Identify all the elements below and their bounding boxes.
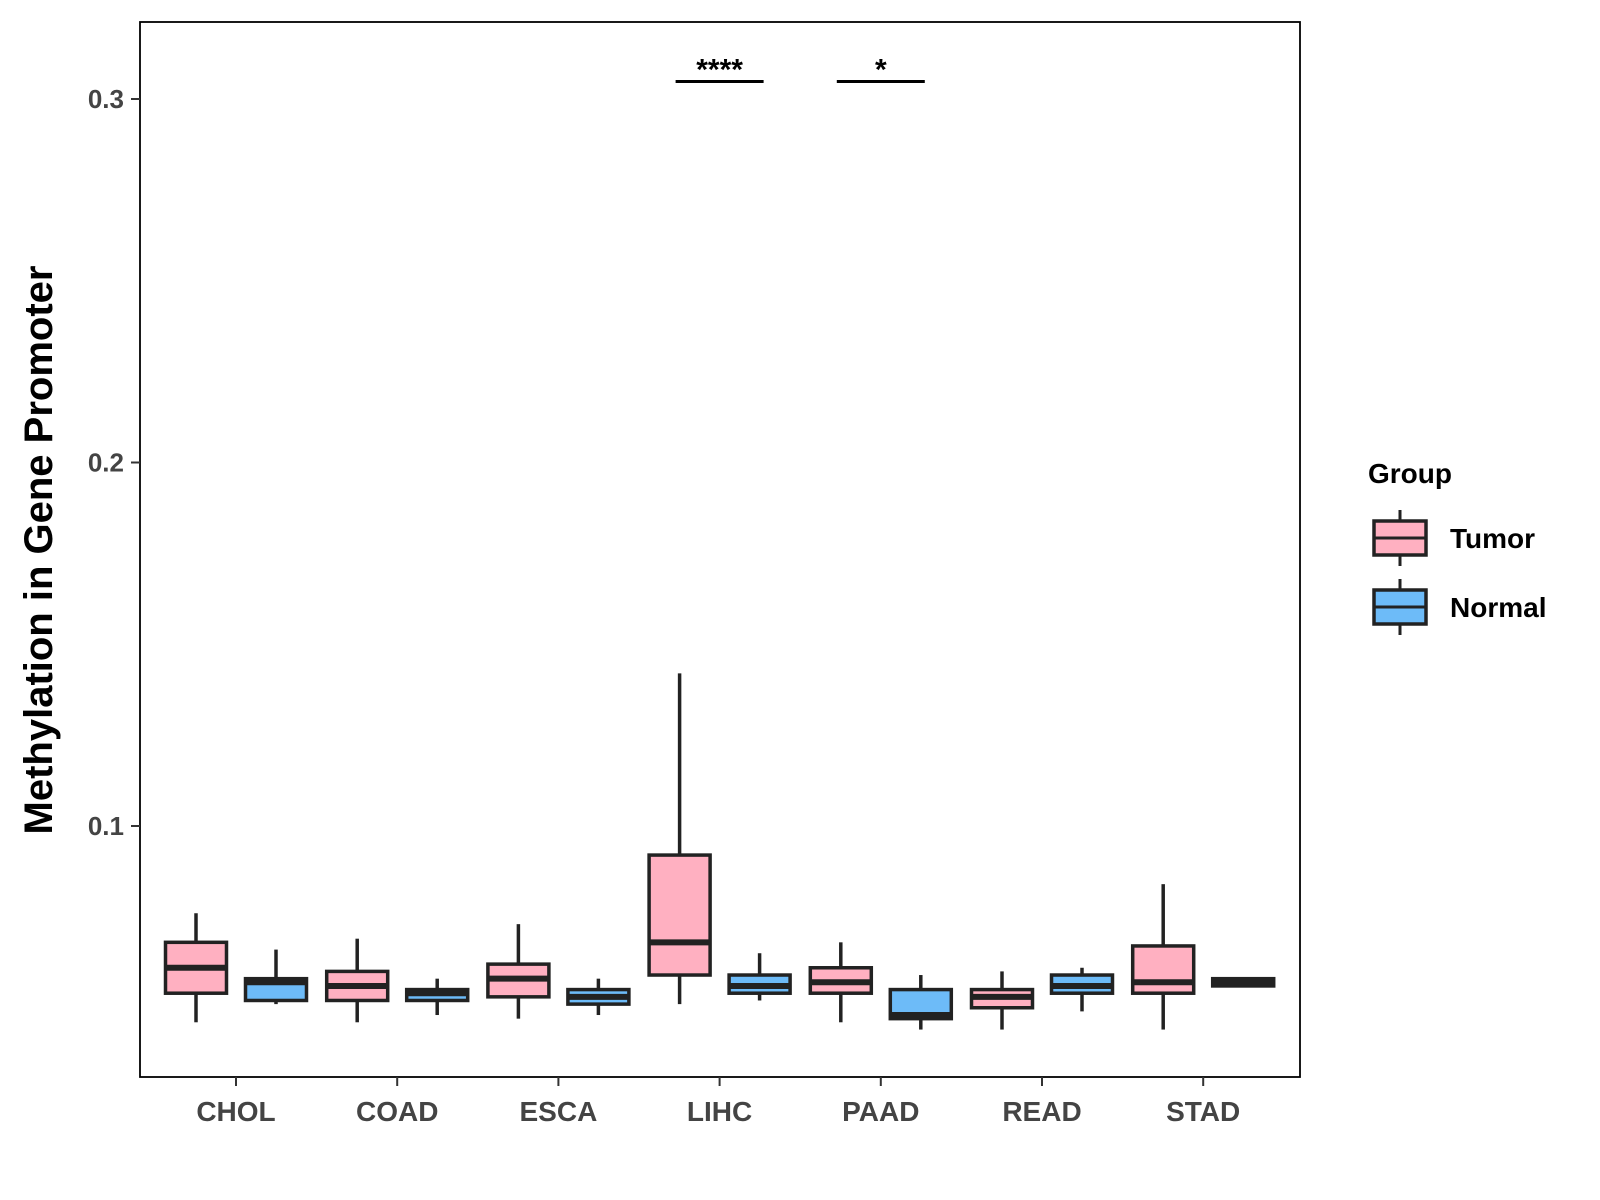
legend-item-tumor: Tumor: [1372, 510, 1535, 566]
y-tick-label: 0.2: [88, 448, 124, 478]
box-normal-stad: [1210, 976, 1276, 988]
x-tick-label: LIHC: [687, 1096, 752, 1127]
x-tick-label: READ: [1002, 1096, 1081, 1127]
legend: Group Tumor Normal: [1368, 458, 1546, 635]
x-tick-label: ESCA: [520, 1096, 598, 1127]
legend-label: Normal: [1450, 592, 1546, 623]
plot-panel: [139, 21, 1301, 1078]
y-tick-label: 0.3: [88, 84, 124, 114]
significance-label: ****: [696, 54, 743, 87]
y-axis-title: Methylation in Gene Promoter: [17, 266, 61, 835]
box-tumor-stad: [1130, 884, 1196, 1030]
significance-label: *: [875, 54, 887, 87]
box-normal-lihc: [727, 953, 792, 1001]
box-tumor-lihc: [647, 673, 712, 1005]
box-tumor-coad: [324, 938, 390, 1023]
box-iqr: [647, 853, 712, 977]
y-tick-label: 0.1: [88, 811, 124, 841]
x-tick-label: COAD: [356, 1096, 438, 1127]
legend-label: Tumor: [1450, 523, 1535, 554]
x-tick-label: PAAD: [842, 1096, 919, 1127]
box-iqr: [1130, 944, 1196, 995]
box-tumor-esca: [486, 924, 551, 1019]
x-tick-label: CHOL: [196, 1096, 275, 1127]
legend-item-normal: Normal: [1372, 579, 1546, 635]
box-normal-read: [1049, 967, 1115, 1012]
box-normal-chol: [243, 949, 309, 1005]
legend-title: Group: [1368, 458, 1452, 489]
box-tumor-read: [969, 971, 1035, 1030]
box-normal-paad: [888, 975, 954, 1030]
box-normal-esca: [566, 978, 631, 1016]
box-tumor-paad: [808, 942, 874, 1023]
box-tumor-chol: [163, 913, 229, 1023]
x-tick-label: STAD: [1166, 1096, 1240, 1127]
box-normal-coad: [404, 978, 470, 1016]
